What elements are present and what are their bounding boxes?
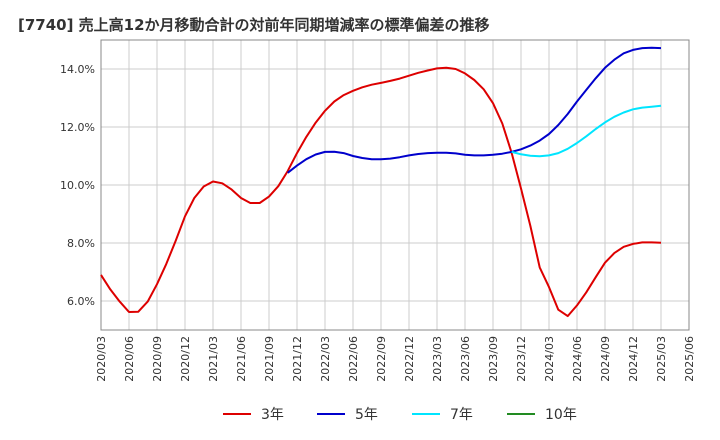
x-tick-label: 2024/03 — [543, 336, 556, 382]
series-line-0 — [100, 66, 662, 318]
legend-label: 10年 — [545, 407, 577, 423]
x-tick-label: 2024/09 — [599, 336, 612, 382]
x-tick-label: 2025/06 — [683, 336, 696, 382]
x-tick-label: 2023/06 — [459, 336, 472, 382]
x-tick-label: 2024/12 — [627, 336, 640, 382]
x-axis-ticks: 2020/03 2020/06 2020/09 2020/12 2021/03 2021/… — [95, 336, 696, 382]
y-tick-label: 12.0% — [60, 121, 95, 134]
legend-label: 5年 — [355, 407, 378, 423]
y-axis-ticks: 6.0% 8.0% 10.0% 12.0% 14.0% — [60, 63, 95, 308]
series-line-1 — [287, 46, 662, 174]
legend-item-3: 10年 — [507, 404, 577, 424]
legend-swatch — [223, 413, 251, 415]
x-tick-label: 2021/03 — [207, 336, 220, 382]
x-tick-label: 2022/06 — [347, 336, 360, 382]
legend-label: 7年 — [450, 407, 473, 423]
x-tick-label: 2022/12 — [403, 336, 416, 382]
x-tick-label: 2020/03 — [95, 336, 108, 382]
legend-label: 3年 — [261, 407, 284, 423]
plot-area — [100, 39, 690, 331]
x-tick-label: 2023/12 — [515, 336, 528, 382]
y-tick-label: 10.0% — [60, 179, 95, 192]
x-tick-label: 2021/06 — [235, 336, 248, 382]
legend-swatch — [317, 413, 345, 415]
x-tick-label: 2021/12 — [291, 336, 304, 382]
chart-title: [7740] 売上高12か月移動合計の対前年同期増減率の標準偏差の推移 — [18, 16, 490, 34]
x-tick-label: 2021/09 — [263, 336, 276, 382]
series-line-2 — [511, 104, 662, 158]
y-tick-label: 8.0% — [67, 237, 95, 250]
x-tick-label: 2023/09 — [487, 336, 500, 382]
x-tick-label: 2024/06 — [571, 336, 584, 382]
x-tick-label: 2022/09 — [375, 336, 388, 382]
x-tick-label: 2023/03 — [431, 336, 444, 382]
legend-swatch — [507, 413, 535, 415]
gridlines — [100, 40, 690, 330]
series-lines — [100, 46, 662, 318]
x-tick-label: 2020/12 — [179, 336, 192, 382]
x-tick-label: 2020/09 — [151, 336, 164, 382]
y-tick-label: 6.0% — [67, 295, 95, 308]
x-tick-label: 2025/03 — [655, 336, 668, 382]
x-tick-label: 2020/06 — [123, 336, 136, 382]
x-tick-label: 2022/03 — [319, 336, 332, 382]
y-tick-label: 14.0% — [60, 63, 95, 76]
legend-swatch — [412, 413, 440, 415]
legend: 3年 5年 7年 10年 — [0, 400, 720, 430]
legend-item-0: 3年 — [223, 404, 284, 424]
legend-item-2: 7年 — [412, 404, 473, 424]
legend-item-1: 5年 — [317, 404, 378, 424]
